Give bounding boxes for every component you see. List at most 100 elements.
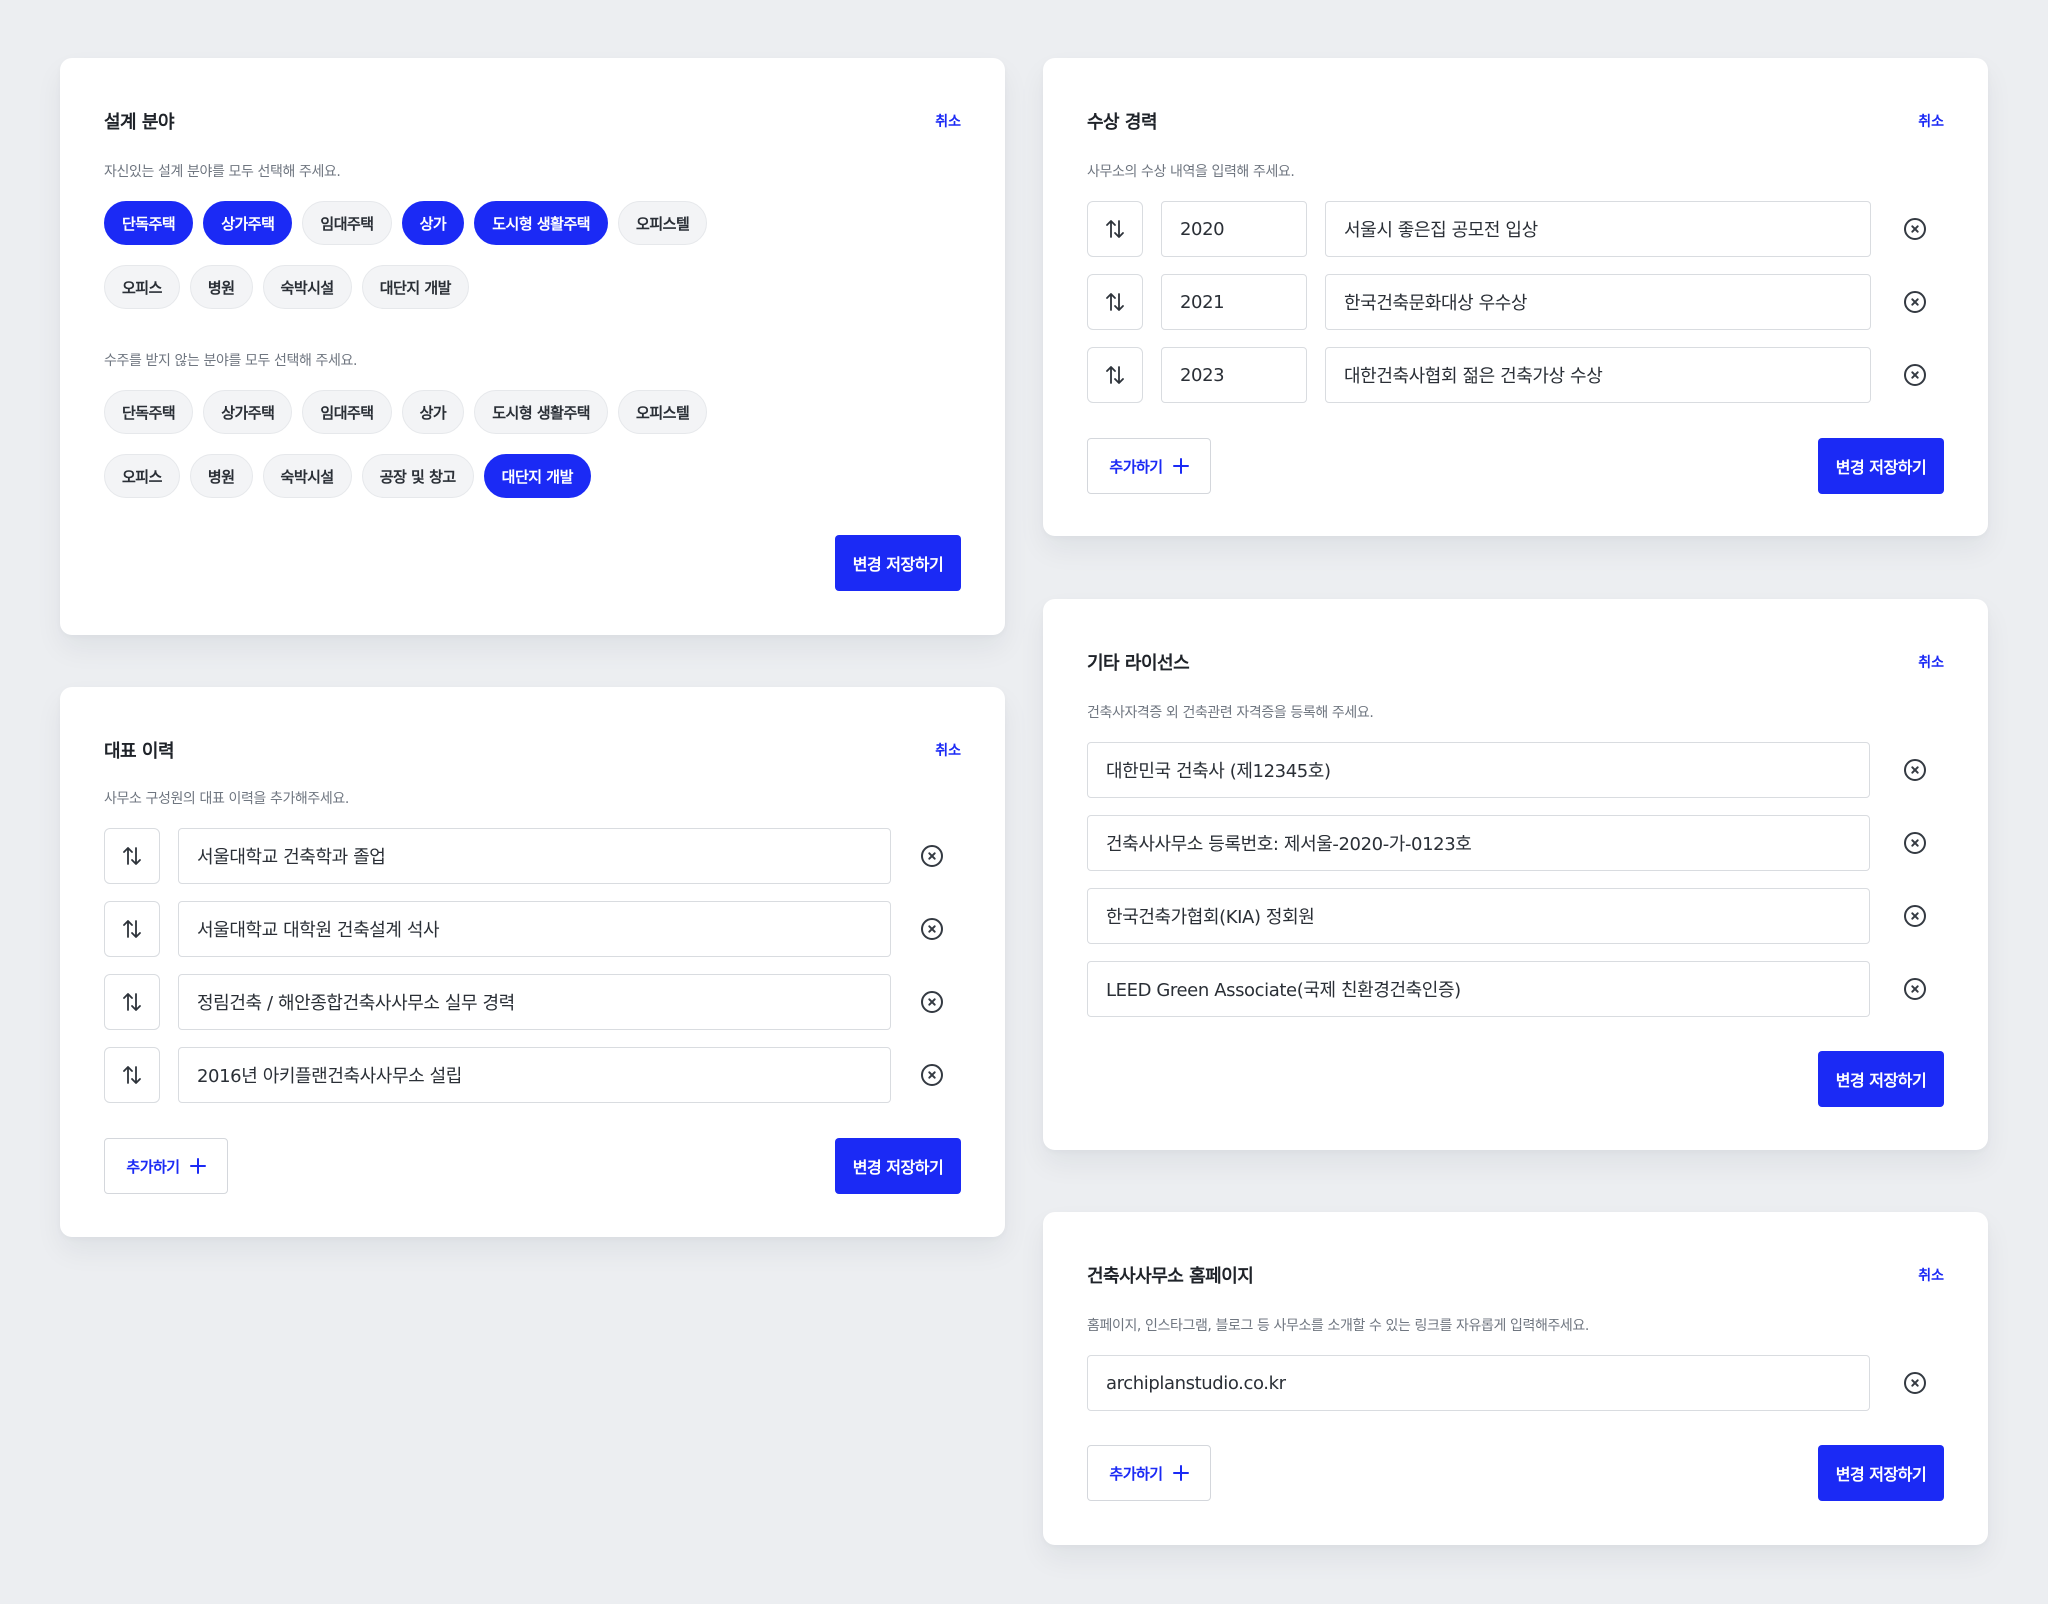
license-row: LEED Green Associate(국제 친환경건축인증)	[1087, 961, 1870, 1017]
reorder-arrows-icon	[1106, 220, 1124, 238]
award-name-field[interactable]: 한국건축문화대상 우수상	[1325, 274, 1871, 330]
history-row: 정림건축 / 해안종합건축사사무소 실무 경력	[104, 974, 891, 1030]
remove-circle-x-icon	[1904, 905, 1926, 927]
design-field-save-button[interactable]: 변경 저장하기	[835, 535, 961, 591]
remove-button[interactable]	[1902, 903, 1928, 929]
license-row: 건축사사무소 등록번호: 제서울-2020-가-0123호	[1087, 815, 1870, 871]
remove-button[interactable]	[1902, 289, 1928, 315]
confident-chip[interactable]: 임대주택	[302, 201, 392, 245]
confident-chip[interactable]: 병원	[189, 265, 253, 309]
reorder-handle[interactable]	[1087, 201, 1143, 257]
history-add-button[interactable]: 추가하기	[104, 1138, 228, 1194]
history-cancel-link[interactable]: 취소	[935, 743, 961, 759]
design-field-cancel-link[interactable]: 취소	[935, 114, 961, 130]
homepage-desc: 홈페이지, 인스타그램, 블로그 등 사무소를 소개할 수 있는 링크를 자유롭…	[1087, 1318, 1589, 1334]
remove-button[interactable]	[1902, 1370, 1928, 1396]
award-row: 2020 서울시 좋은집 공모전 입상	[1087, 201, 1871, 257]
license-field[interactable]: LEED Green Associate(국제 친환경건축인증)	[1087, 961, 1870, 1017]
history-desc: 사무소 구성원의 대표 이력을 추가해주세요.	[104, 791, 349, 807]
rejected-chip[interactable]: 병원	[189, 454, 253, 498]
homepage-title: 건축사사무소 홈페이지	[1087, 1266, 1254, 1287]
remove-button[interactable]	[1902, 830, 1928, 856]
license-field[interactable]: 건축사사무소 등록번호: 제서울-2020-가-0123호	[1087, 815, 1870, 871]
add-label: 추가하기	[1109, 457, 1163, 476]
award-name-field[interactable]: 서울시 좋은집 공모전 입상	[1325, 201, 1871, 257]
confident-chip[interactable]: 상가	[401, 201, 465, 245]
reorder-handle[interactable]	[1087, 347, 1143, 403]
remove-button[interactable]	[919, 1062, 945, 1088]
rejected-chip[interactable]: 상가	[401, 390, 465, 434]
remove-button[interactable]	[919, 843, 945, 869]
license-field[interactable]: 대한민국 건축사 (제12345호)	[1087, 742, 1870, 798]
remove-button[interactable]	[1902, 216, 1928, 242]
remove-circle-x-icon	[1904, 759, 1926, 781]
awards-save-button[interactable]: 변경 저장하기	[1818, 438, 1944, 494]
award-year-field[interactable]: 2020	[1161, 201, 1307, 257]
remove-button[interactable]	[919, 916, 945, 942]
award-year-field[interactable]: 2023	[1161, 347, 1307, 403]
confident-chip[interactable]: 상가주택	[203, 201, 293, 245]
rejected-chip[interactable]: 오피스텔	[618, 390, 708, 434]
rejected-chip[interactable]: 숙박시설	[262, 454, 352, 498]
history-save-button[interactable]: 변경 저장하기	[835, 1138, 961, 1194]
remove-circle-x-icon	[1904, 978, 1926, 1000]
rejected-chip[interactable]: 오피스	[104, 454, 180, 498]
remove-circle-x-icon	[921, 845, 943, 867]
rejected-chip[interactable]: 단독주택	[104, 390, 194, 434]
reorder-handle[interactable]	[104, 901, 160, 957]
plus-icon	[1172, 1465, 1189, 1481]
awards-title: 수상 경력	[1087, 112, 1158, 133]
reorder-handle[interactable]	[1087, 274, 1143, 330]
licenses-save-button[interactable]: 변경 저장하기	[1818, 1051, 1944, 1107]
remove-circle-x-icon	[1904, 291, 1926, 313]
design-field-confident-desc: 자신있는 설계 분야를 모두 선택해 주세요.	[104, 164, 341, 180]
homepage-row: archiplanstudio.co.kr	[1087, 1355, 1870, 1411]
confident-chip-row-1: 단독주택 상가주택 임대주택 상가 도시형 생활주택 오피스텔	[104, 201, 708, 245]
reorder-handle[interactable]	[104, 1047, 160, 1103]
awards-add-button[interactable]: 추가하기	[1087, 438, 1211, 494]
history-field[interactable]: 2016년 아키플랜건축사사무소 설립	[178, 1047, 891, 1103]
licenses-card: 기타 라이선스 취소 건축사자격증 외 건축관련 자격증을 등록해 주세요. 대…	[1043, 599, 1988, 1150]
confident-chip-row-2: 오피스 병원 숙박시설 대단지 개발	[104, 265, 469, 309]
confident-chip[interactable]: 숙박시설	[262, 265, 352, 309]
homepage-cancel-link[interactable]: 취소	[1918, 1268, 1944, 1284]
reorder-arrows-icon	[123, 920, 141, 938]
license-field[interactable]: 한국건축가협회(KIA) 정회원	[1087, 888, 1870, 944]
history-field[interactable]: 정림건축 / 해안종합건축사사무소 실무 경력	[178, 974, 891, 1030]
confident-chip[interactable]: 대단지 개발	[361, 265, 469, 309]
confident-chip[interactable]: 오피스	[104, 265, 180, 309]
rejected-chip[interactable]: 대단지 개발	[483, 454, 591, 498]
rejected-chip[interactable]: 도시형 생활주택	[474, 390, 609, 434]
rejected-chip[interactable]: 공장 및 창고	[361, 454, 474, 498]
licenses-title: 기타 라이선스	[1087, 653, 1190, 674]
awards-desc: 사무소의 수상 내역을 입력해 주세요.	[1087, 164, 1295, 180]
licenses-cancel-link[interactable]: 취소	[1918, 655, 1944, 671]
remove-button[interactable]	[1902, 757, 1928, 783]
confident-chip[interactable]: 도시형 생활주택	[474, 201, 609, 245]
remove-button[interactable]	[1902, 976, 1928, 1002]
confident-chip[interactable]: 단독주택	[104, 201, 194, 245]
history-field[interactable]: 서울대학교 대학원 건축설계 석사	[178, 901, 891, 957]
rejected-chip[interactable]: 상가주택	[203, 390, 293, 434]
history-field[interactable]: 서울대학교 건축학과 졸업	[178, 828, 891, 884]
confident-chip[interactable]: 오피스텔	[618, 201, 708, 245]
awards-cancel-link[interactable]: 취소	[1918, 114, 1944, 130]
reorder-handle[interactable]	[104, 974, 160, 1030]
homepage-save-button[interactable]: 변경 저장하기	[1818, 1445, 1944, 1501]
award-name-field[interactable]: 대한건축사협회 젊은 건축가상 수상	[1325, 347, 1871, 403]
homepage-add-button[interactable]: 추가하기	[1087, 1445, 1211, 1501]
reorder-handle[interactable]	[104, 828, 160, 884]
remove-button[interactable]	[1902, 362, 1928, 388]
remove-button[interactable]	[919, 989, 945, 1015]
rejected-chip-row-1: 단독주택 상가주택 임대주택 상가 도시형 생활주택 오피스텔	[104, 390, 708, 434]
award-year-field[interactable]: 2021	[1161, 274, 1307, 330]
design-field-rejected-desc: 수주를 받지 않는 분야를 모두 선택해 주세요.	[104, 353, 357, 369]
rejected-chip[interactable]: 임대주택	[302, 390, 392, 434]
homepage-url-field[interactable]: archiplanstudio.co.kr	[1087, 1355, 1870, 1411]
licenses-desc: 건축사자격증 외 건축관련 자격증을 등록해 주세요.	[1087, 705, 1374, 721]
remove-circle-x-icon	[921, 991, 943, 1013]
reorder-arrows-icon	[123, 847, 141, 865]
history-card: 대표 이력 취소 사무소 구성원의 대표 이력을 추가해주세요. 서울대학교 건…	[60, 687, 1005, 1237]
remove-circle-x-icon	[921, 918, 943, 940]
plus-icon	[1172, 458, 1189, 474]
